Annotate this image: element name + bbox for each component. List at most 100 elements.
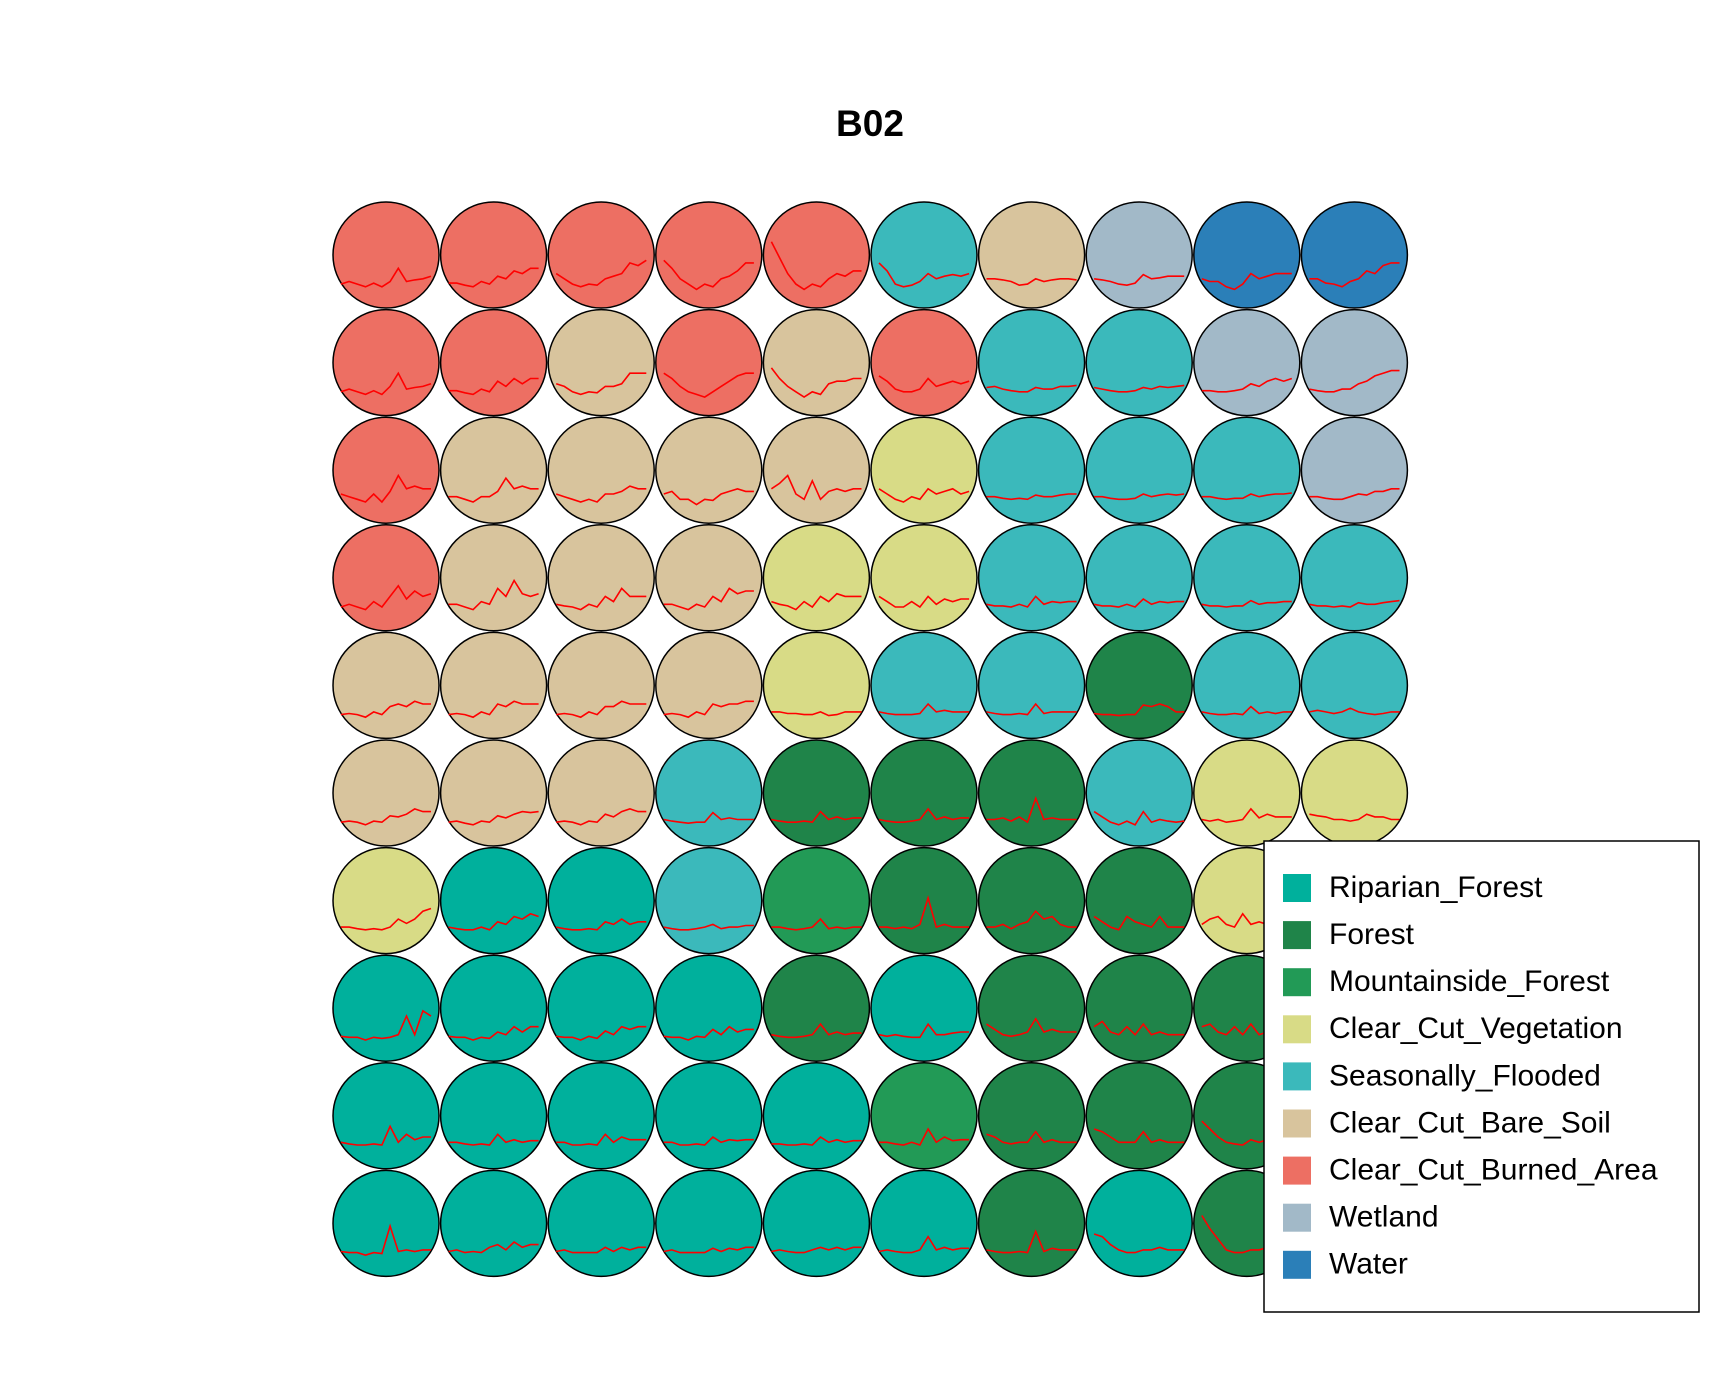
neuron (547, 201, 655, 309)
neuron (977, 524, 1086, 632)
neuron (870, 524, 978, 632)
neuron (762, 846, 871, 955)
neuron (1085, 739, 1193, 847)
codebook-line (1309, 262, 1400, 288)
codebook-line (340, 584, 432, 611)
codebook-line (340, 1223, 431, 1257)
codebook-line (663, 923, 754, 931)
neuron (655, 954, 763, 1062)
legend-label: Clear_Cut_Vegetation (1329, 1012, 1623, 1045)
codebook-line (1093, 597, 1185, 608)
neuron (547, 524, 655, 632)
codebook-line (1201, 705, 1292, 716)
neuron (977, 739, 1086, 847)
neuron (655, 308, 763, 417)
codebook-line (663, 1246, 754, 1254)
neuron (439, 1169, 548, 1278)
codebook-line (986, 1017, 1077, 1038)
codebook-line (556, 1246, 647, 1254)
neuron (332, 201, 440, 309)
neuron (332, 631, 440, 740)
codebook-line (878, 807, 970, 824)
codebook-line (878, 595, 970, 609)
codebook-line (1093, 1020, 1185, 1036)
neuron (870, 308, 978, 417)
codebook-line (663, 259, 754, 291)
legend-label: Water (1329, 1248, 1408, 1281)
neuron (1085, 1169, 1193, 1278)
codebook-line (663, 811, 754, 825)
codebook-line (556, 700, 647, 719)
neuron (762, 631, 871, 740)
neuron (439, 201, 548, 309)
neuron (762, 524, 871, 632)
neuron (1193, 201, 1301, 309)
codebook-line (1093, 384, 1185, 393)
neuron (332, 416, 440, 524)
codebook-line (340, 1124, 431, 1146)
codebook-line (555, 372, 647, 396)
codebook-line (1201, 807, 1292, 824)
codebook-line (879, 895, 970, 930)
codebook-line (555, 259, 647, 288)
legend-swatch (1283, 1015, 1311, 1044)
codebook-line (663, 487, 754, 506)
neuron (870, 954, 978, 1062)
neuron (1085, 524, 1193, 632)
codebook-line (663, 1025, 754, 1041)
neuron (977, 846, 1086, 955)
legend-swatch (1283, 1109, 1311, 1138)
codebook-line (878, 262, 970, 288)
neuron (1085, 954, 1193, 1062)
codebook-line (1309, 813, 1400, 822)
codebook-line (448, 810, 539, 826)
codebook-line (555, 485, 647, 503)
codebook-line (1201, 377, 1293, 393)
codebook-line (448, 912, 539, 931)
codebook-line (986, 595, 1077, 608)
neuron (977, 1169, 1086, 1278)
codebook-line (1093, 1128, 1185, 1144)
codebook-line (1093, 1233, 1185, 1254)
neuron (870, 739, 978, 847)
codebook-line (663, 1135, 754, 1146)
codebook-line (1201, 492, 1292, 501)
codebook-line (771, 711, 862, 717)
neuron (655, 201, 763, 309)
codebook-line (1309, 369, 1400, 393)
neuron (1085, 416, 1193, 524)
legend-label: Seasonally_Flooded (1329, 1059, 1601, 1092)
codebook-line (1093, 915, 1185, 931)
neuron (1300, 201, 1409, 309)
neuron (762, 308, 871, 417)
neuron (762, 416, 871, 524)
neuron (655, 1169, 763, 1278)
codebook-line (1201, 599, 1292, 608)
codebook-line (986, 277, 1077, 287)
legend-swatch (1283, 1156, 1311, 1185)
neuron (439, 308, 548, 417)
codebook-line (340, 907, 432, 931)
codebook-line (986, 1130, 1077, 1145)
neuron (547, 1062, 655, 1170)
neuron (547, 308, 655, 417)
neuron (547, 631, 655, 740)
legend-label: Clear_Cut_Bare_Soil (1329, 1106, 1611, 1139)
codebook-line (986, 384, 1077, 393)
codebook-line (878, 702, 970, 716)
neuron (1085, 308, 1193, 417)
neuron (1085, 201, 1193, 309)
codebook-line (878, 487, 970, 503)
neuron (332, 954, 440, 1062)
neuron (977, 631, 1086, 740)
codebook-line (771, 1246, 862, 1254)
codebook-line (1309, 487, 1400, 501)
codebook-line (878, 1235, 970, 1254)
neuron (1300, 416, 1409, 524)
neuron (439, 846, 548, 955)
codebook-line (770, 474, 862, 501)
codebook-line (340, 266, 432, 288)
neuron (655, 846, 763, 955)
codebook-line (448, 1240, 539, 1254)
